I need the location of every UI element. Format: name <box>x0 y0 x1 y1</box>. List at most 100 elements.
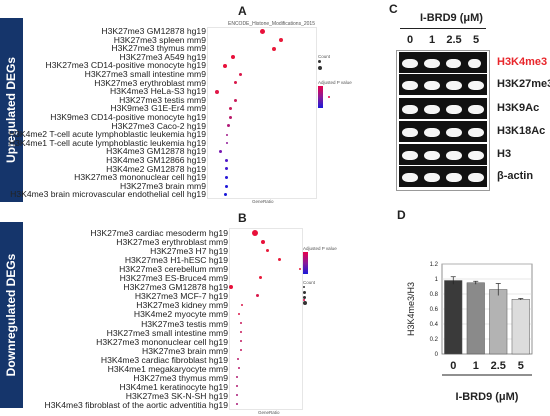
enrichment-dot <box>226 142 228 145</box>
panel-a-plot <box>207 27 317 199</box>
enrichment-dot <box>299 267 301 270</box>
row-label: H3K27me3 kidney mm9 <box>136 300 228 311</box>
panel-a-title: ENCODE_Histone_Modifications_2015 <box>228 21 315 27</box>
panel-b-plot <box>229 228 303 410</box>
x-tick-label: 0 <box>450 360 456 372</box>
enrichment-dot <box>258 276 262 280</box>
enrichment-dot <box>224 184 228 188</box>
y-tick-label: 0.4 <box>430 322 439 328</box>
panel-b-xlabel: GeneRatio <box>258 410 280 415</box>
enrichment-dot <box>238 367 240 370</box>
y-axis-title: H3K4me3/H3 <box>406 282 416 336</box>
enrichment-dot <box>224 167 228 171</box>
enrichment-dot <box>272 46 276 51</box>
row-label: H3K27me3 GM12878 hg19 <box>101 26 206 36</box>
blot-strip <box>399 121 487 142</box>
blot-band <box>402 128 418 137</box>
row-label: H3K27me3 GM12878 hg19 <box>123 282 228 293</box>
panel-b-row-labels: H3K27me3 cardiac mesoderm hg19 H3K27me3 e… <box>28 228 228 410</box>
blot-band <box>402 81 418 90</box>
panel-b-count-title: Count <box>303 280 316 285</box>
row-label: H3K4me2 T-cell acute lymphoblastic leuke… <box>8 129 206 140</box>
concentration-label: 5 <box>472 34 480 46</box>
enrichment-dot <box>215 89 219 94</box>
blot-strip <box>399 98 487 119</box>
blot-panel: H3K4me3 H3K27me3 H3K9Ac H3K18Ac H3 β-actin <box>0 0 550 200</box>
enrichment-dot <box>229 284 233 289</box>
blot-band <box>468 173 484 182</box>
bar <box>511 299 530 355</box>
bar <box>466 282 485 355</box>
blot-band <box>468 59 481 68</box>
blot-band <box>468 105 484 114</box>
downregulated-side-bar: Downregulated DEGs <box>0 222 23 408</box>
row-label: H3K27me3 testis mm9 <box>119 94 206 105</box>
enrichment-dot <box>224 176 228 179</box>
enrichment-dot <box>277 258 281 262</box>
panel-b-dots <box>229 228 301 408</box>
x-axis-title: I-BRD9 (μM) <box>456 391 519 403</box>
enrichment-dot <box>255 294 259 298</box>
row-label: H3K4me2 myocyte mm9 <box>133 309 228 320</box>
row-label: H3K27me3 thymus mm9 <box>133 372 228 383</box>
row-label: H3K27me3 A549 hg19 <box>119 51 206 62</box>
blot-band <box>468 81 484 90</box>
enrichment-dot <box>236 385 238 388</box>
row-label: H3K9me3 CD14-positive monocyte hg19 <box>50 112 206 122</box>
blot-band <box>424 105 440 114</box>
row-label: H3K4me1 megakaryocyte mm9 <box>107 363 228 374</box>
enrichment-dot <box>236 376 238 379</box>
blot-strip <box>399 144 487 165</box>
blot-band <box>446 81 462 90</box>
blot-band <box>402 173 418 182</box>
row-label: H3K4me2 GM12878 hg19 <box>106 163 206 174</box>
enrichment-dot <box>238 312 240 315</box>
row-label: H3K4me3 HeLa-S3 hg19 <box>109 86 206 97</box>
enrichment-dot <box>233 98 237 102</box>
enrichment-dot <box>228 107 232 111</box>
panel-letter-d: D <box>397 208 406 222</box>
panel-letter-b: B <box>238 211 247 225</box>
blot-band <box>468 151 484 160</box>
enrichment-dot <box>236 394 238 397</box>
row-label: H3K27me3 H1-hESC hg19 <box>124 255 228 266</box>
upregulated-side-bar: Upregulated DEGs <box>0 18 23 202</box>
blot-band <box>402 105 418 114</box>
blot-band <box>468 128 484 137</box>
concentration-label: 2.5 <box>446 34 462 46</box>
enrichment-dot <box>261 239 265 244</box>
enrichment-dot <box>240 322 242 325</box>
y-tick-label: 1 <box>435 277 439 283</box>
blot-band <box>446 128 462 137</box>
panel-a-row-labels: H3K27me3 GM12878 hg19 H3K27me3 spleen mm9… <box>9 26 206 199</box>
enrichment-dot <box>241 303 243 306</box>
y-tick-label: 0.6 <box>430 307 439 313</box>
concentration-label: 0 <box>406 34 414 46</box>
row-label: H3K27me3 cardiac mesoderm hg19 <box>90 228 228 238</box>
enrichment-dot <box>224 158 228 162</box>
row-label: H3K4me3 GM12878 hg19 <box>106 146 206 157</box>
row-label: H3K27me3 brain mm9 <box>142 345 228 356</box>
blot-band <box>424 173 440 182</box>
enrichment-dot <box>252 229 258 236</box>
blot-label: β-actin <box>497 170 534 182</box>
blot-label: H3K9Ac <box>497 102 540 114</box>
row-label: H3K4me3 cardiac fibroblast hg19 <box>100 354 228 365</box>
x-tick-label: 5 <box>518 360 524 372</box>
enrichment-dot <box>265 249 269 253</box>
blot-band <box>424 59 440 68</box>
blot-strip <box>399 52 487 73</box>
blot-strip <box>399 166 487 187</box>
panel-a-p-title: Adjusted P value <box>318 80 352 85</box>
row-label: H3K27me3 mononuclear cell hg19 <box>74 172 206 183</box>
blot-label: H3K4me3 <box>497 56 548 68</box>
enrichment-dot <box>228 115 232 119</box>
treatment-line <box>400 28 486 29</box>
enrichment-dot <box>240 349 242 352</box>
row-label: H3K27me3 H7 hg19 <box>150 246 228 257</box>
blot-band <box>424 151 440 160</box>
x-tick-label: 1 <box>473 360 479 372</box>
row-label: H3K27me3 testis mm9 <box>141 318 228 329</box>
blot-label: H3 <box>497 148 512 160</box>
enrichment-dot <box>240 340 242 343</box>
